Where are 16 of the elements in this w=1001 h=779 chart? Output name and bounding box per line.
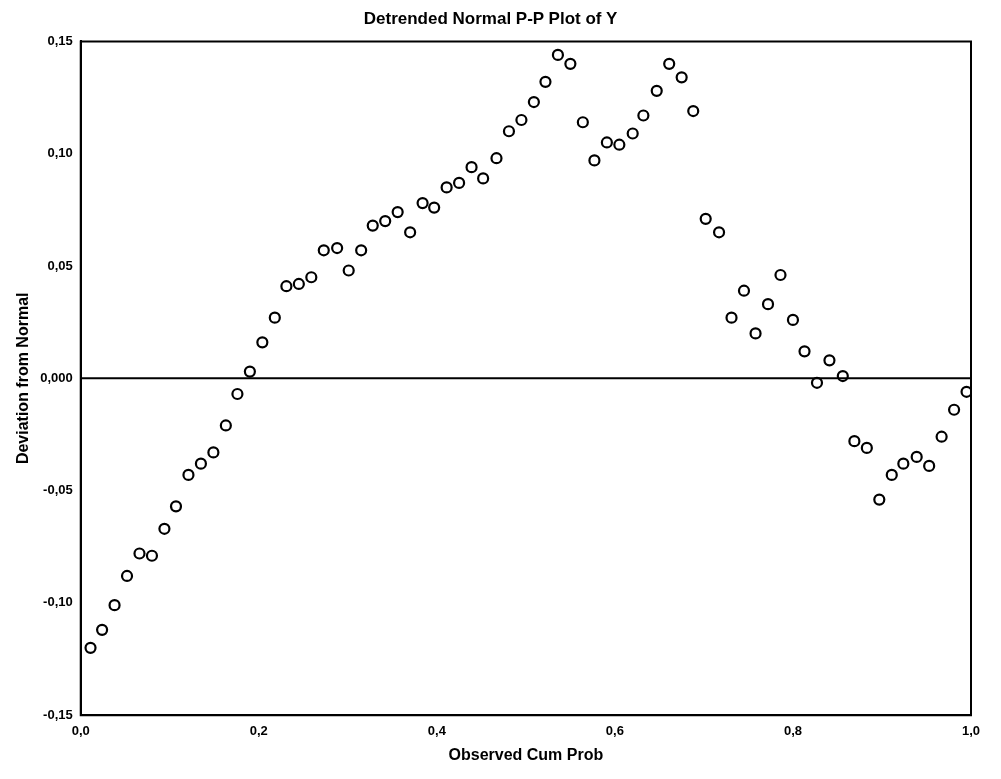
y-tick-label: 0,000 xyxy=(40,369,73,385)
y-axis-title: Deviation from Normal xyxy=(14,292,32,465)
x-tick-label: 0,6 xyxy=(605,722,624,738)
x-tick-label: 0,8 xyxy=(783,722,802,738)
x-tick-label: 0,4 xyxy=(427,722,447,738)
y-tick-label: 0,10 xyxy=(47,145,73,161)
x-tick-label: 1,0 xyxy=(961,722,981,738)
y-tick-label: 0,05 xyxy=(47,257,73,273)
x-tick-label: 0,2 xyxy=(249,722,268,738)
y-tick-label: -0,05 xyxy=(43,482,73,498)
chart-title: Detrended Normal P-P Plot of Y xyxy=(363,8,618,28)
x-tick-label: 0,0 xyxy=(71,722,90,738)
y-tick-label: -0,15 xyxy=(43,706,73,722)
y-tick-label: -0,10 xyxy=(43,594,73,610)
x-axis-title: Observed Cum Prob xyxy=(448,745,604,763)
y-tick-label: 0,15 xyxy=(47,32,73,48)
